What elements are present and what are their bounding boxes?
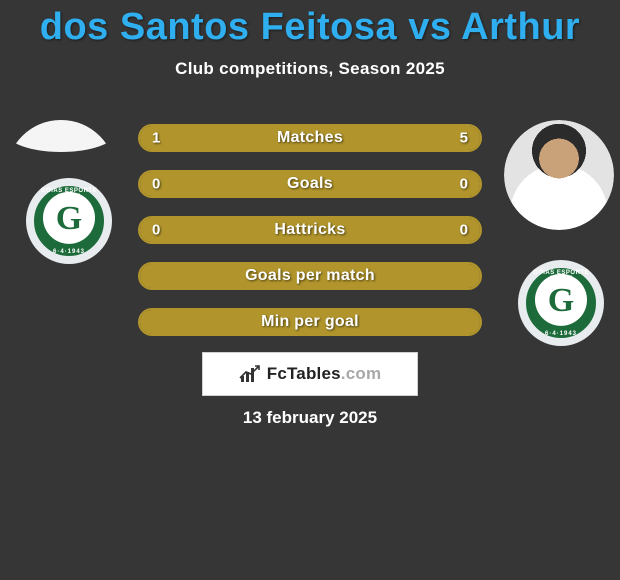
subtitle: Club competitions, Season 2025 (0, 59, 620, 79)
stat-fill-left (140, 126, 197, 150)
club-ring-text-bottom: 6·4·1943 (526, 331, 596, 337)
stat-row: Matches15 (138, 124, 482, 152)
stat-fill-right (310, 264, 480, 288)
stats-block: Matches15 Goals00 Hattricks00 Goals per mat… (138, 124, 482, 354)
stat-fill-left (140, 310, 310, 334)
brand-chart-icon (239, 364, 261, 384)
brand-box: FcTables.com (202, 352, 418, 396)
stat-row: Goals00 (138, 170, 482, 198)
club-right-badge: GOIAS ESPORTE CLUBE G 6·4·1943 (518, 260, 604, 346)
stat-fill-right (310, 218, 480, 242)
club-letter: G (56, 202, 82, 236)
stat-row: Min per goal (138, 308, 482, 336)
stat-fill-left (140, 264, 310, 288)
club-ring-text-top: GOIAS ESPORTE CLUBE (34, 188, 104, 200)
stat-fill-right (310, 310, 480, 334)
brand-suffix: .com (341, 364, 381, 383)
stat-row: Hattricks00 (138, 216, 482, 244)
avatar-portrait (504, 120, 614, 230)
player-right-avatar (504, 120, 614, 230)
page-title: dos Santos Feitosa vs Arthur (0, 0, 620, 49)
stat-fill-left (140, 218, 310, 242)
club-ring-text-top: GOIAS ESPORTE CLUBE (526, 270, 596, 282)
club-ring-text-bottom: 6·4·1943 (34, 249, 104, 255)
avatar-placeholder (6, 120, 116, 152)
stat-row: Goals per match (138, 262, 482, 290)
brand-text: FcTables.com (267, 364, 382, 384)
brand-name: FcTables (267, 364, 341, 383)
stat-fill-right (310, 172, 480, 196)
stat-fill-right (197, 126, 480, 150)
club-left-badge: GOIAS ESPORTE CLUBE G 6·4·1943 (26, 178, 112, 264)
club-letter: G (548, 284, 574, 318)
stat-fill-left (140, 172, 310, 196)
footer-date: 13 february 2025 (0, 408, 620, 428)
